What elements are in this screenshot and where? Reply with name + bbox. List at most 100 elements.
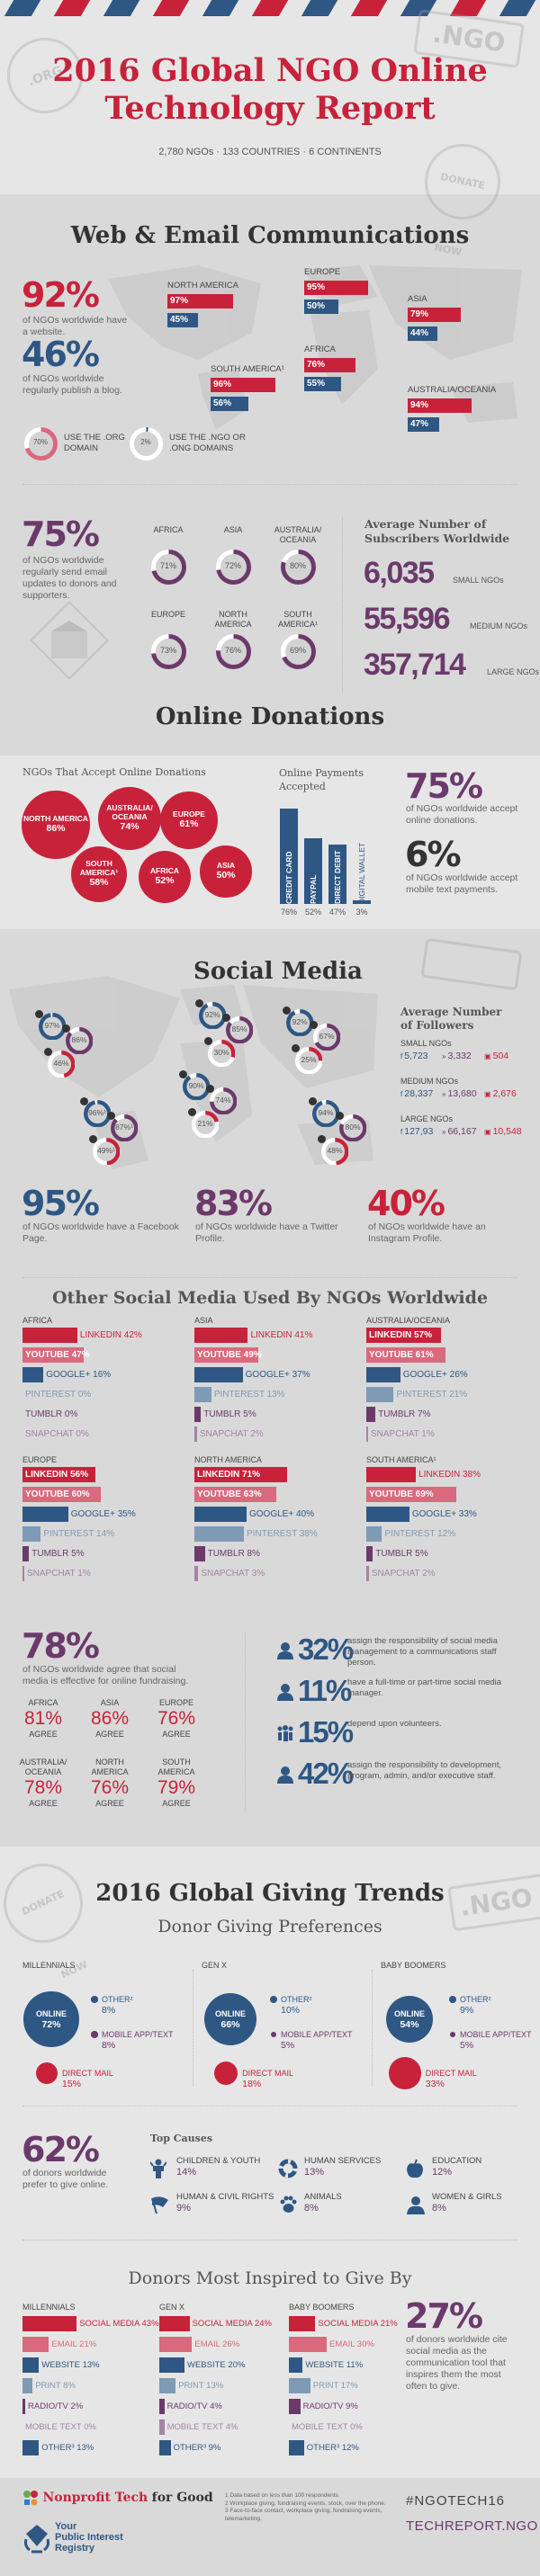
other-social-label: PINTEREST 13% bbox=[213, 1390, 285, 1400]
cause-pct: 14% bbox=[176, 2167, 197, 2178]
email-ring bbox=[215, 549, 251, 585]
twitter-icon bbox=[62, 1024, 70, 1033]
twitter-pct: 83% bbox=[194, 1184, 273, 1223]
agree-region: EUROPE 76% AGREE bbox=[145, 1698, 208, 1740]
followers-size: LARGE NGOs bbox=[400, 1114, 454, 1123]
twitter-icon: » bbox=[442, 1128, 446, 1136]
region-name: EUROPE bbox=[304, 267, 341, 277]
other-pct: 9% bbox=[460, 2005, 474, 2016]
instagram-desc: of NGOs worldwide have an Instagram Prof… bbox=[368, 1221, 486, 1244]
staffing-text: have a full-time or part-time social med… bbox=[347, 1677, 502, 1698]
domain-text: USE THE .NGO OR .ONG DOMAINS bbox=[169, 433, 246, 454]
facebook-icon: f bbox=[400, 1052, 403, 1060]
other-social-label: TUMBLR 0% bbox=[25, 1409, 78, 1419]
other-social-bar bbox=[366, 1487, 457, 1502]
twitter-ring-label: 80% bbox=[345, 1123, 361, 1131]
inspired-label: OTHER³ 9% bbox=[173, 2443, 221, 2453]
online-pref-desc: of donors worldwide prefer to give onlin… bbox=[22, 2168, 109, 2190]
instagram-followers-count: 10,548 bbox=[492, 1126, 522, 1137]
website-bar: 96% bbox=[211, 378, 275, 392]
other-social-bar bbox=[194, 1507, 247, 1522]
inspired-generation: MILLENNIALS bbox=[22, 2303, 76, 2312]
report-url-link[interactable]: TECHREPORT.NGO bbox=[406, 2518, 538, 2534]
email-pct: 75% bbox=[22, 514, 100, 554]
twitter-followers: » 66,167 bbox=[442, 1126, 477, 1137]
inspired-label: SOCIAL MEDIA 43% bbox=[79, 2319, 159, 2329]
instagram-ring-arc bbox=[320, 1137, 349, 1166]
followers-size: SMALL NGOs bbox=[400, 1039, 452, 1048]
followers-title-line-2: of Followers bbox=[400, 1019, 474, 1032]
other-social-label: YOUTUBE 49% bbox=[197, 1350, 262, 1360]
agree-word: AGREE bbox=[162, 1799, 191, 1808]
mobile-pct: 5% bbox=[460, 2040, 474, 2051]
email-ring-label: 73% bbox=[159, 646, 176, 655]
instagram-icon bbox=[204, 1037, 212, 1045]
email-ring-label: 80% bbox=[289, 561, 306, 570]
facebook-icon bbox=[35, 1010, 43, 1018]
mobile-pct: 5% bbox=[281, 2040, 295, 2051]
cause-name: WOMEN & GIRLS bbox=[432, 2192, 502, 2202]
facebook-icon bbox=[309, 1097, 317, 1105]
twitter-icon bbox=[206, 1085, 214, 1093]
instagram-icon bbox=[318, 1135, 326, 1143]
inspired-bar bbox=[289, 2316, 316, 2331]
other-social-label: SNAPCHAT 1% bbox=[371, 1429, 435, 1439]
inspired-label: OTHER³ 12% bbox=[306, 2443, 359, 2453]
ntfg-logo-icon bbox=[22, 2490, 39, 2506]
cause-name: EDUCATION bbox=[432, 2156, 482, 2166]
email-ring bbox=[150, 549, 186, 585]
hashtag-link[interactable]: #NGOTECH16 bbox=[406, 2493, 506, 2509]
domain-text: USE THE .ORG DOMAIN bbox=[64, 433, 125, 454]
other-social-label: YOUTUBE 69% bbox=[369, 1489, 434, 1499]
causes-title: Top Causes bbox=[150, 2133, 213, 2144]
online-word: ONLINE bbox=[35, 2008, 67, 2018]
donations-section-title: Online Donations bbox=[155, 703, 385, 730]
other-social-bar bbox=[22, 1487, 101, 1502]
online-pct: 72% bbox=[41, 2018, 61, 2030]
instagram-ring bbox=[191, 1110, 220, 1139]
direct-label: DIRECT MAIL 18% bbox=[242, 2068, 293, 2089]
title-line-2: Technology Report bbox=[104, 90, 436, 127]
other-social-bar bbox=[22, 1347, 85, 1363]
agree-region: AUSTRALIA/OCEANIA 78% AGREE bbox=[12, 1758, 75, 1809]
pir-line-3: Registry bbox=[55, 2543, 95, 2554]
other-social-bar bbox=[22, 1526, 41, 1542]
twitter-followers-count: 13,680 bbox=[447, 1088, 477, 1099]
instagram-icon bbox=[188, 1108, 196, 1116]
other-social-label: SNAPCHAT 2% bbox=[199, 1429, 264, 1439]
other-social-label: SNAPCHAT 0% bbox=[25, 1429, 89, 1439]
instagram-ring-arc bbox=[191, 1110, 220, 1139]
bubble-region-line: AFRICA bbox=[149, 866, 180, 876]
person-icon bbox=[276, 1683, 294, 1701]
inspired-label: MOBILE TEXT 0% bbox=[292, 2422, 363, 2432]
instagram-icon bbox=[292, 1044, 300, 1052]
online-word: ONLINE bbox=[214, 2008, 246, 2018]
other-social-label: SNAPCHAT 2% bbox=[371, 1569, 436, 1579]
agree-pct: 79% bbox=[157, 1777, 196, 1798]
pir-logo-icon bbox=[24, 2525, 50, 2554]
payment-bar bbox=[353, 899, 371, 904]
twitter-ring-label: 86% bbox=[71, 1035, 87, 1044]
other-social-label: YOUTUBE 60% bbox=[25, 1489, 90, 1499]
inspired-label: OTHER³ 13% bbox=[41, 2443, 94, 2453]
twitter-ring bbox=[338, 1114, 367, 1142]
instagram-icon: ▣ bbox=[484, 1052, 491, 1060]
inspired-bar bbox=[159, 2357, 184, 2373]
mobile-label: MOBILE APP/TEXT 8% bbox=[102, 2029, 174, 2051]
instagram-ring bbox=[92, 1137, 121, 1166]
pir-line-1: Your bbox=[55, 2521, 77, 2532]
bubble-pct: 74% bbox=[120, 821, 140, 833]
other-social-bar bbox=[366, 1367, 400, 1382]
twitter-ring-arc bbox=[209, 1087, 238, 1115]
email-ring-arc bbox=[280, 633, 316, 669]
vertical-divider bbox=[245, 1632, 246, 1812]
other-social-bar bbox=[22, 1328, 77, 1343]
ntfg-name-part1: Nonprofit Tech bbox=[42, 2491, 148, 2505]
mobile-pct: 8% bbox=[102, 2040, 116, 2051]
direct-label: DIRECT MAIL 33% bbox=[426, 2068, 477, 2089]
other-social-label: TUMBLR 5% bbox=[375, 1549, 428, 1559]
twitter-followers-count: 66,167 bbox=[447, 1126, 477, 1137]
agree-word: AGREE bbox=[95, 1799, 124, 1808]
facebook-icon bbox=[179, 1070, 187, 1078]
cause-pct: 13% bbox=[304, 2167, 325, 2178]
